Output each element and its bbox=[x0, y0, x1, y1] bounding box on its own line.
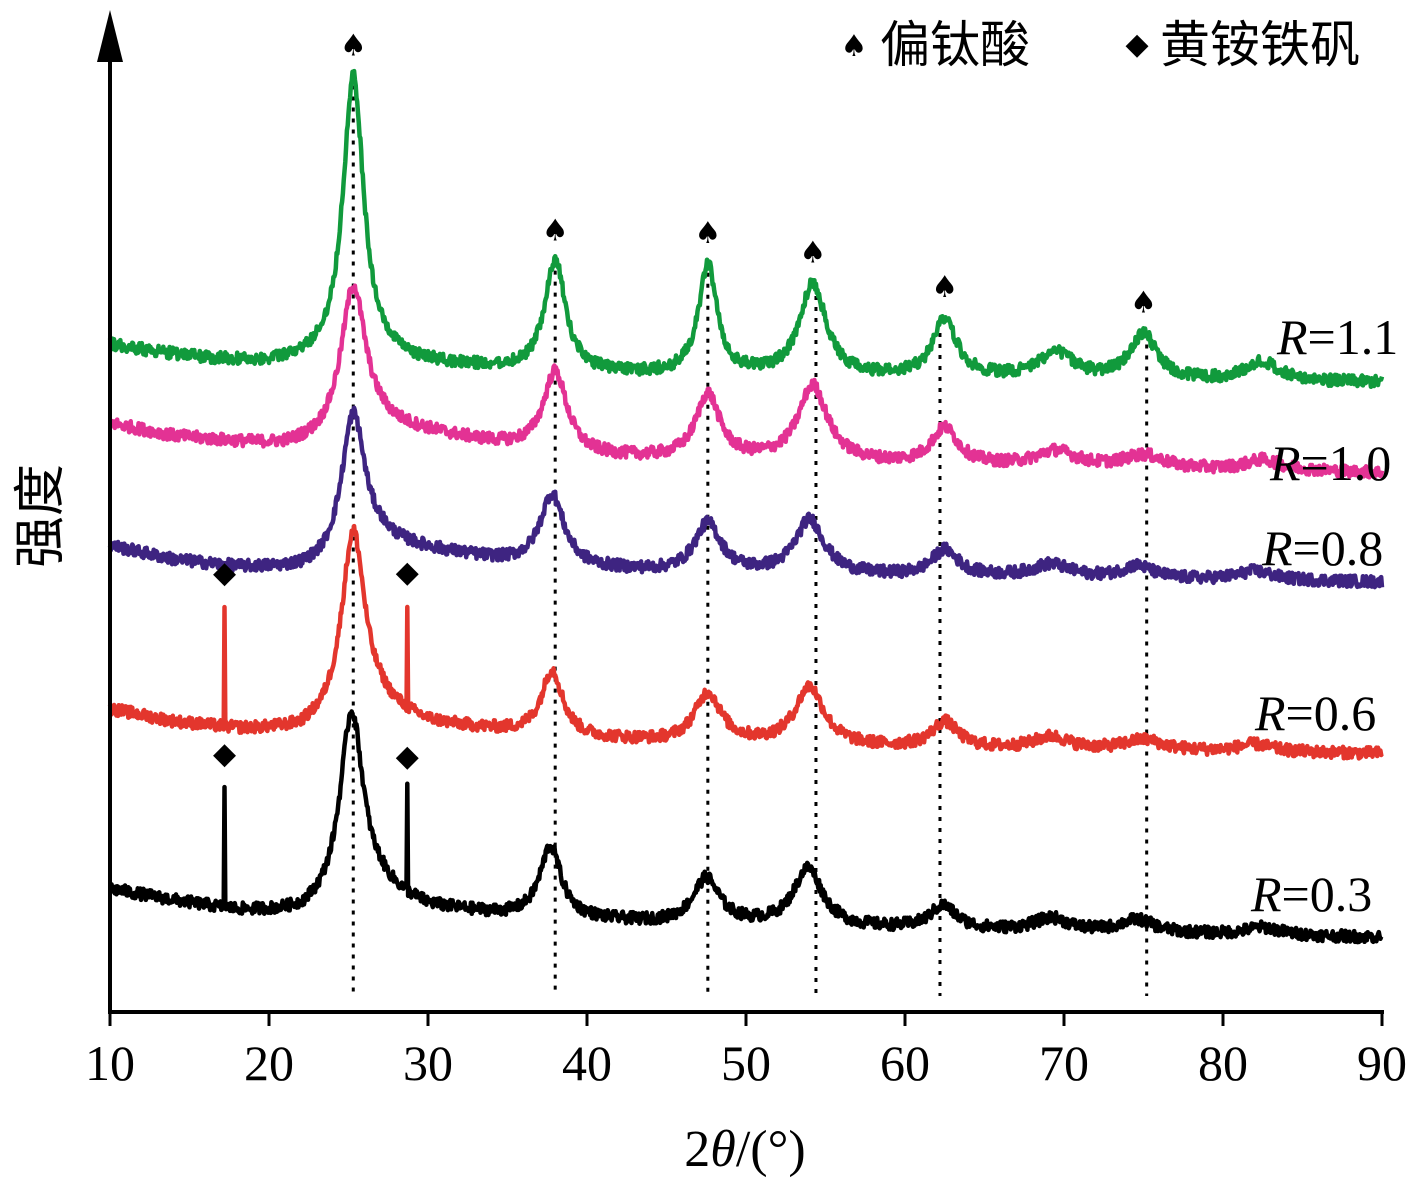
x-axis-title-theta: θ bbox=[710, 1121, 736, 1178]
series-label-r-1-1: R=1.1 bbox=[1276, 309, 1398, 365]
legend-diamond-icon: ◆ bbox=[1125, 27, 1148, 62]
x-axis-title-prefix: 2 bbox=[684, 1121, 710, 1178]
series-line-r-0-6 bbox=[107, 523, 1384, 761]
x-ticks: 10 20 30 40 50 60 70 80 90 bbox=[85, 1012, 1407, 1091]
legend: ♠ 偏钛酸 ◆ 黄铵铁矾 bbox=[841, 16, 1360, 74]
series-label-r-1-1-prefix: R bbox=[1276, 309, 1308, 365]
legend-label-ammonium-jarosite: 黄铵铁矾 bbox=[1160, 16, 1360, 74]
y-axis-title: 强度 bbox=[13, 464, 70, 568]
series-label-r-1-0-prefix: R bbox=[1269, 435, 1301, 491]
legend-spade-icon: ♠ bbox=[841, 29, 868, 64]
series-label-r-0-3-value: =0.3 bbox=[1282, 866, 1373, 922]
series-line-r-1-0 bbox=[108, 283, 1385, 480]
series-label-r-0-8-value: =0.8 bbox=[1293, 520, 1384, 576]
spade-marker-icon: ♠ bbox=[931, 270, 958, 305]
diamond-marker-icon: ◆ bbox=[396, 739, 419, 774]
spade-marker-icon: ♠ bbox=[799, 235, 826, 270]
axes: 10 20 30 40 50 60 70 80 90 bbox=[85, 10, 1407, 1091]
x-tick-label: 30 bbox=[403, 1035, 453, 1091]
series-label-r-0-8: R=0.8 bbox=[1261, 520, 1383, 576]
x-tick-label: 50 bbox=[721, 1035, 771, 1091]
diamond-marker-icon: ◆ bbox=[213, 736, 236, 771]
series-label-r-0-6: R=0.6 bbox=[1254, 685, 1376, 741]
series-line-r-0-3 bbox=[108, 709, 1384, 945]
x-tick-label: 60 bbox=[880, 1035, 930, 1091]
series-label-r-1-0-value: =1.0 bbox=[1301, 435, 1392, 491]
series-line-r-1-1 bbox=[107, 68, 1385, 390]
series-layer bbox=[107, 68, 1385, 945]
spade-marker-icon: ♠ bbox=[694, 216, 721, 251]
x-tick-label: 10 bbox=[85, 1035, 135, 1091]
x-tick-label: 80 bbox=[1198, 1035, 1248, 1091]
y-axis-arrow-icon bbox=[97, 10, 123, 62]
series-label-r-1-0: R=1.0 bbox=[1269, 435, 1391, 491]
series-label-r-0-6-prefix: R bbox=[1254, 685, 1286, 741]
series-label-r-0-6-value: =0.6 bbox=[1286, 685, 1377, 741]
spade-marker-icon: ♠ bbox=[542, 214, 569, 249]
diamond-marker-icon: ◆ bbox=[396, 555, 419, 590]
x-tick-label: 90 bbox=[1357, 1035, 1407, 1091]
x-tick-label: 20 bbox=[244, 1035, 294, 1091]
x-tick-label: 40 bbox=[562, 1035, 612, 1091]
series-line-r-0-8 bbox=[107, 405, 1385, 590]
diamond-marker-icon: ◆ bbox=[213, 556, 236, 591]
legend-label-metatitanic-acid: 偏钛酸 bbox=[880, 16, 1030, 74]
spade-marker-icon: ♠ bbox=[340, 28, 367, 63]
series-label-r-0-8-prefix: R bbox=[1261, 520, 1293, 576]
series-labels: R=1.1 R=1.0 R=0.8 R=0.6 R=0.3 bbox=[1250, 309, 1398, 922]
series-label-r-1-1-value: =1.1 bbox=[1308, 309, 1399, 365]
x-axis-title: 2θ/(°) bbox=[684, 1121, 805, 1178]
series-label-r-0-3: R=0.3 bbox=[1250, 866, 1372, 922]
x-axis-title-suffix: /(°) bbox=[736, 1121, 806, 1178]
x-tick-label: 70 bbox=[1039, 1035, 1089, 1091]
reference-lines bbox=[351, 85, 1149, 996]
series-label-r-0-3-prefix: R bbox=[1250, 866, 1282, 922]
spade-marker-icon: ♠ bbox=[1130, 286, 1157, 321]
peak-markers: ♠ ♠ ♠ ♠ ♠ ♠ ◆ ◆ ◆ ◆ bbox=[213, 28, 1157, 774]
